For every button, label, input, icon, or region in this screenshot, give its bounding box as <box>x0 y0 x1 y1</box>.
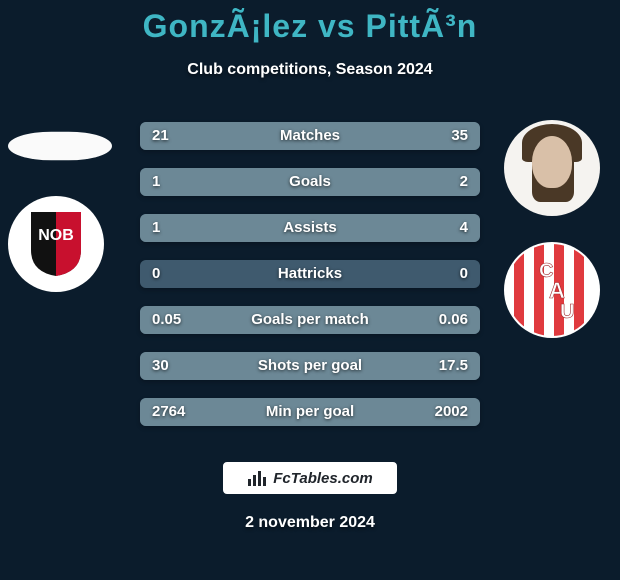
stat-value-right: 4 <box>460 214 468 242</box>
stat-value-left: 1 <box>152 214 160 242</box>
page-title: GonzÃ¡lez vs PittÃ³n <box>0 0 620 45</box>
bars-icon <box>247 469 267 487</box>
player-right-avatar <box>504 120 600 216</box>
comparison-infographic: GonzÃ¡lez vs PittÃ³n Club competitions, … <box>0 0 620 580</box>
stat-value-right: 35 <box>451 122 468 150</box>
avatar-face-icon <box>532 136 572 188</box>
stat-value-right: 0.06 <box>439 306 468 334</box>
stat-value-left: 0 <box>152 260 160 288</box>
svg-text:U: U <box>560 301 574 323</box>
nob-shield-icon: NOB <box>29 210 83 278</box>
nob-text: NOB <box>38 227 74 244</box>
bar-fill-right <box>268 122 481 150</box>
branding-box: FcTables.com <box>221 460 399 496</box>
footer-date: 2 november 2024 <box>0 514 620 532</box>
stat-row: Matches2135 <box>140 122 480 150</box>
stat-label: Hattricks <box>140 260 480 288</box>
page-subtitle: Club competitions, Season 2024 <box>0 61 620 79</box>
player-left-column: NOB <box>8 120 112 292</box>
branding-text: FcTables.com <box>273 470 372 487</box>
stat-row: Goals per match0.050.06 <box>140 306 480 334</box>
stat-value-right: 0 <box>460 260 468 288</box>
stat-value-left: 21 <box>152 122 169 150</box>
stat-row: Shots per goal3017.5 <box>140 352 480 380</box>
stat-value-right: 2 <box>460 168 468 196</box>
club-badge-left: NOB <box>8 196 104 292</box>
bar-fill-left <box>140 214 208 242</box>
svg-text:A: A <box>549 278 565 303</box>
stats-bars: Matches2135Goals12Assists14Hattricks00Go… <box>140 122 480 444</box>
club-badge-right: C A U <box>504 242 600 338</box>
stat-row: Min per goal27642002 <box>140 398 480 426</box>
player-left-avatar <box>8 132 112 161</box>
bar-fill-right <box>208 214 480 242</box>
stat-value-left: 1 <box>152 168 160 196</box>
bar-fill-left <box>140 352 355 380</box>
stat-value-right: 17.5 <box>439 352 468 380</box>
stat-value-right: 2002 <box>435 398 468 426</box>
stat-value-left: 2764 <box>152 398 185 426</box>
stat-row: Hattricks0 0 <box>140 260 480 288</box>
bar-fill-right <box>253 168 480 196</box>
stat-value-left: 30 <box>152 352 169 380</box>
stat-row: Goals12 <box>140 168 480 196</box>
stat-value-left: 0.05 <box>152 306 181 334</box>
stat-row: Assists14 <box>140 214 480 242</box>
player-right-column: C A U <box>504 120 600 338</box>
